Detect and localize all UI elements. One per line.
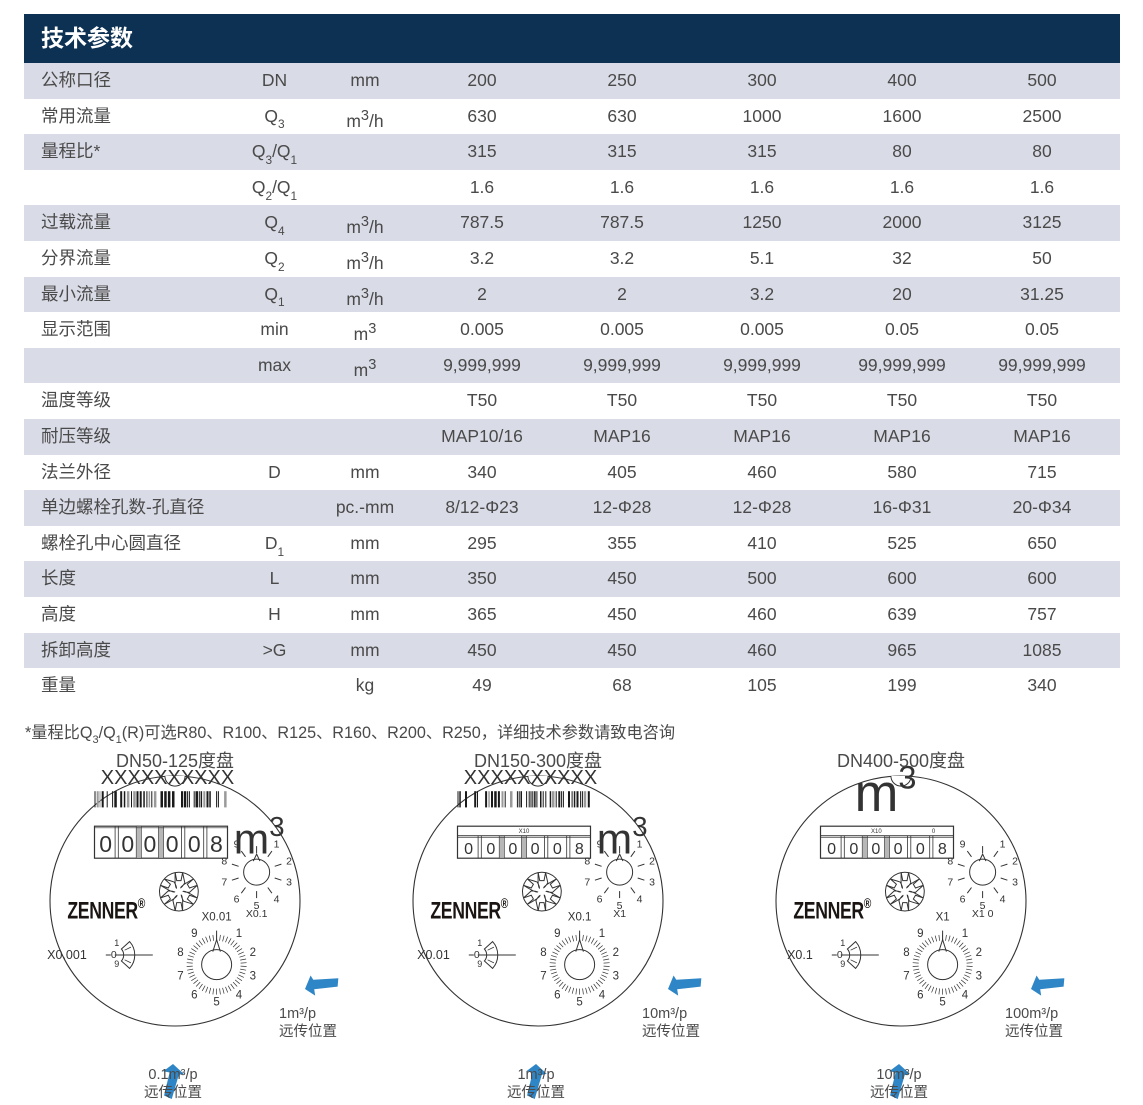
svg-text:8: 8	[575, 840, 584, 858]
svg-text:8: 8	[540, 947, 546, 959]
svg-text:1: 1	[114, 938, 119, 948]
svg-text:0: 0	[916, 840, 925, 858]
svg-text:8: 8	[947, 855, 953, 867]
svg-text:0: 0	[486, 840, 495, 858]
svg-text:0: 0	[827, 840, 836, 858]
svg-text:9: 9	[960, 838, 966, 850]
svg-text:X0.1: X0.1	[787, 948, 813, 962]
svg-text:3: 3	[649, 876, 655, 888]
svg-text:5: 5	[213, 997, 219, 1009]
svg-text:0: 0	[531, 840, 540, 858]
svg-text:0: 0	[849, 840, 858, 858]
svg-text:1: 1	[236, 928, 242, 940]
svg-text:6: 6	[597, 893, 603, 905]
svg-text:0: 0	[99, 831, 112, 857]
svg-text:0: 0	[894, 840, 903, 858]
svg-text:3: 3	[976, 970, 982, 982]
svg-text:X0.1: X0.1	[568, 912, 592, 924]
svg-text:2: 2	[613, 947, 619, 959]
svg-text:7: 7	[903, 970, 909, 982]
svg-text:9: 9	[917, 928, 923, 940]
svg-text:5: 5	[576, 997, 582, 1009]
svg-text:3: 3	[613, 970, 619, 982]
svg-text:8: 8	[210, 831, 223, 857]
svg-text:8: 8	[584, 855, 590, 867]
svg-text:0: 0	[553, 840, 562, 858]
svg-text:X0.1: X0.1	[246, 908, 268, 920]
svg-text:3: 3	[1012, 876, 1018, 888]
svg-text:8: 8	[221, 855, 227, 867]
svg-text:6: 6	[917, 989, 923, 1001]
svg-text:0: 0	[121, 831, 134, 857]
svg-text:4: 4	[599, 989, 606, 1001]
svg-text:X1 0: X1 0	[972, 908, 994, 920]
svg-text:9: 9	[554, 928, 560, 940]
svg-text:0: 0	[188, 831, 201, 857]
svg-text:X1: X1	[613, 908, 626, 920]
svg-text:ZENNER®: ZENNER®	[430, 896, 508, 925]
svg-text:4: 4	[274, 893, 280, 905]
svg-text:X0.01: X0.01	[417, 948, 450, 962]
svg-text:1: 1	[840, 938, 845, 948]
svg-text:2: 2	[649, 855, 655, 867]
svg-text:1: 1	[962, 928, 968, 940]
svg-text:3: 3	[286, 876, 292, 888]
svg-text:6: 6	[234, 893, 240, 905]
svg-text:2: 2	[286, 855, 292, 867]
svg-text:X1: X1	[936, 912, 950, 924]
svg-text:5: 5	[939, 997, 945, 1009]
svg-text:ZENNER®: ZENNER®	[793, 896, 871, 925]
svg-text:1: 1	[599, 928, 605, 940]
svg-text:9: 9	[191, 928, 197, 940]
svg-text:3: 3	[250, 970, 256, 982]
svg-text:1: 1	[637, 838, 643, 850]
svg-text:4: 4	[236, 989, 243, 1001]
svg-text:1: 1	[477, 938, 482, 948]
svg-text:7: 7	[584, 876, 590, 888]
svg-text:1: 1	[274, 838, 280, 850]
svg-text:0: 0	[508, 840, 517, 858]
svg-text:0: 0	[871, 840, 880, 858]
svg-text:9: 9	[597, 838, 603, 850]
svg-text:6: 6	[554, 989, 560, 1001]
svg-text:4: 4	[637, 893, 643, 905]
svg-text:X0.01: X0.01	[202, 912, 232, 924]
svg-text:9: 9	[234, 838, 240, 850]
svg-text:X0.001: X0.001	[47, 948, 87, 962]
svg-text:0: 0	[464, 840, 473, 858]
svg-text:7: 7	[947, 876, 953, 888]
svg-text:ZENNER®: ZENNER®	[67, 896, 145, 925]
svg-text:7: 7	[221, 876, 227, 888]
svg-text:7: 7	[177, 970, 183, 982]
svg-text:8: 8	[177, 947, 183, 959]
svg-text:7: 7	[540, 970, 546, 982]
svg-text:X10: X10	[871, 829, 882, 835]
svg-text:4: 4	[1000, 893, 1006, 905]
svg-text:0: 0	[144, 831, 157, 857]
svg-text:0: 0	[166, 831, 179, 857]
svg-text:1: 1	[1000, 838, 1006, 850]
svg-text:8: 8	[938, 840, 947, 858]
svg-text:2: 2	[250, 947, 256, 959]
svg-text:6: 6	[960, 893, 966, 905]
svg-text:6: 6	[191, 989, 197, 1001]
svg-text:X10: X10	[519, 829, 530, 835]
svg-text:2: 2	[1012, 855, 1018, 867]
svg-text:8: 8	[903, 947, 909, 959]
svg-text:2: 2	[976, 947, 982, 959]
svg-text:4: 4	[962, 989, 969, 1001]
